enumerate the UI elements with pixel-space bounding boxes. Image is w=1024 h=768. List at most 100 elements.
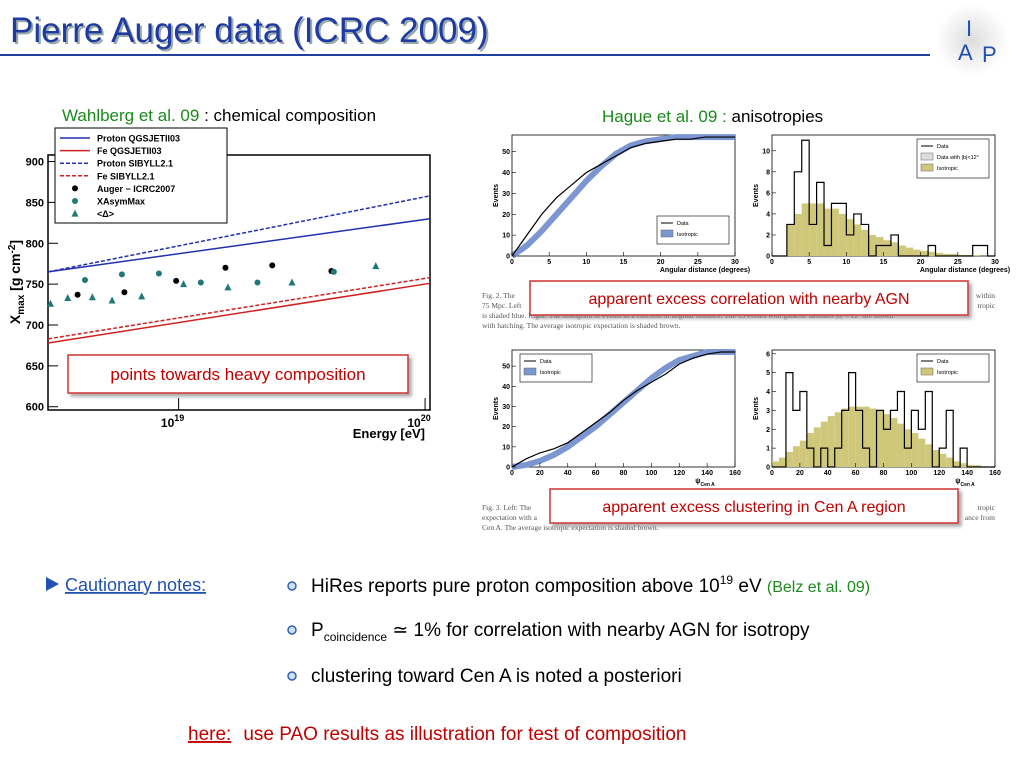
lab-sub: Cen A	[701, 482, 716, 488]
x-tick-label: 5	[547, 259, 551, 266]
text: use PAO results as illustration for test…	[243, 724, 686, 745]
lab-sup: -2	[7, 244, 18, 253]
lab: X	[7, 314, 23, 324]
marker	[173, 277, 180, 284]
iso-bar	[868, 234, 877, 256]
legend-marker	[71, 209, 79, 217]
legend-label: Isotropic	[937, 166, 958, 172]
author: Wahlberg et al. 09	[62, 106, 199, 125]
iso-bar	[862, 406, 870, 467]
iso-bar	[820, 421, 828, 467]
caption: ance from	[965, 513, 995, 522]
y-tick-label: 0	[506, 465, 510, 472]
iso-bar	[813, 427, 821, 467]
y-tick-label: 5	[766, 370, 770, 377]
x-tick-label: 160	[729, 470, 741, 477]
caption: tropic	[978, 503, 996, 512]
right-heading: Hague et al. 09 : anisotropies	[602, 107, 823, 126]
iso-bar	[950, 253, 958, 256]
iso-bar	[855, 406, 863, 467]
y-tick-label: 20	[502, 424, 510, 431]
x-tick-label: 40	[824, 470, 832, 477]
iso-bar	[883, 414, 891, 467]
model-line	[47, 195, 431, 273]
y-tick-label: 50	[502, 149, 510, 156]
legend-label: Data	[937, 144, 950, 150]
legend-label: Proton SIBYLL2.1	[97, 159, 173, 169]
note-text: points towards heavy composition	[110, 365, 365, 384]
legend-label: Data	[540, 359, 553, 365]
marker	[46, 299, 54, 307]
x-tick-label: 100	[906, 470, 918, 477]
iso-bar	[794, 213, 802, 256]
x-tick-label: 30	[991, 259, 999, 266]
iso-bar	[772, 461, 779, 467]
iso-bar	[876, 237, 884, 256]
iso-bar	[905, 247, 914, 256]
note-box	[549, 488, 959, 524]
x-axis-label: Energy [eV]	[353, 426, 425, 441]
note-item: clustering toward Cen A is noted a poste…	[311, 666, 682, 687]
topic: anisotropies	[727, 107, 823, 126]
x-tick-label: 80	[880, 470, 888, 477]
iso-bar	[897, 423, 905, 467]
iso-bar	[853, 224, 862, 256]
x-tick-label: 80	[620, 470, 628, 477]
marker	[330, 268, 337, 275]
y-tick-label: 40	[502, 384, 510, 391]
legend-label: Data	[937, 359, 950, 365]
marker	[254, 279, 261, 286]
y-tick-label: 750	[26, 279, 44, 291]
y-axis-label: Events	[493, 184, 500, 207]
legend-label: Isotropic	[677, 232, 698, 238]
lab-sub: max	[16, 294, 27, 314]
x-tick-label: 0	[510, 470, 514, 477]
text: P	[311, 620, 324, 641]
lab: Angular distance (degrees)	[920, 267, 1010, 274]
caption: Fig. 3. Left: The	[482, 503, 532, 512]
iso-bar	[816, 203, 825, 256]
lab: ψ	[955, 478, 960, 485]
iso-bar	[953, 461, 961, 467]
x-axis-label: ψCen A	[955, 478, 975, 488]
logo-letter: A	[958, 40, 973, 65]
caption: 75 Mpc. Left	[482, 301, 522, 310]
lab: [g cm	[7, 253, 23, 294]
text: clustering toward Cen A is noted a poste…	[311, 666, 682, 687]
model-line	[47, 282, 431, 344]
logo-letter: I	[966, 16, 972, 41]
y-tick-label: 10	[762, 148, 770, 155]
x-tick-label: 120	[933, 470, 945, 477]
tick-base: 10	[407, 416, 421, 430]
caption: tropic	[978, 301, 996, 310]
y-tick-label: 4	[766, 389, 770, 396]
marker	[81, 277, 88, 284]
iso-bar	[911, 433, 919, 467]
y-tick-label: 900	[26, 157, 44, 169]
iso-bar	[928, 251, 936, 256]
legend-swatch	[920, 152, 934, 161]
y-tick-label: 20	[502, 212, 510, 219]
y-tick-label: 700	[26, 320, 44, 332]
marker	[138, 292, 146, 300]
arrow	[46, 577, 59, 591]
y-tick-label: 40	[502, 170, 510, 177]
y-tick-label: 30	[502, 404, 510, 411]
tick-exp: 20	[421, 413, 431, 423]
iso-bar	[827, 416, 835, 467]
legend-label: Fe SIBYLL2.1	[97, 171, 155, 181]
text: eV	[733, 576, 767, 597]
iso-bar	[883, 240, 891, 256]
x-tick-label: 30	[731, 259, 739, 266]
y-tick-label: 650	[26, 361, 44, 373]
bullet	[287, 581, 297, 591]
iso-bar	[918, 438, 926, 467]
marker	[88, 293, 96, 301]
iso-bar	[834, 412, 842, 467]
x-tick-label: 10	[582, 259, 590, 266]
note-box	[67, 354, 409, 394]
x-tick-label: 10	[842, 259, 850, 266]
legend-swatch	[660, 229, 674, 238]
iso-bar	[824, 208, 832, 256]
lab-sub: Cen A	[961, 482, 976, 488]
